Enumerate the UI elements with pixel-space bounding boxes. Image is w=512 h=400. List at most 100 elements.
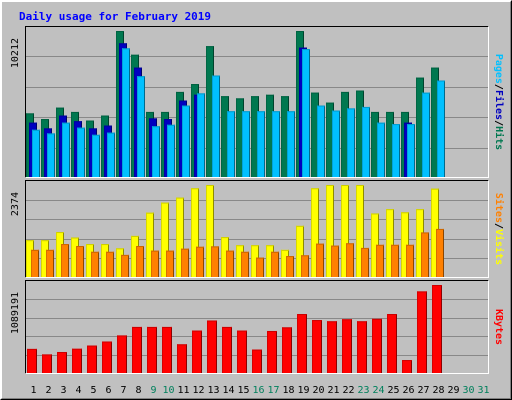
day-label-15: 15: [237, 385, 249, 396]
bar-sites-day-2: [46, 249, 54, 277]
bar-kbytes-day-6: [102, 341, 112, 373]
bar-pages-day-26: [407, 124, 415, 177]
bar-sites-day-10: [166, 250, 174, 277]
day-label-12: 12: [192, 385, 204, 396]
bar-visits-day-20: [311, 188, 319, 277]
legend-sites: Sites: [493, 193, 505, 223]
legend-pages: Pages: [493, 54, 504, 84]
bar-pages-day-4: [77, 127, 85, 177]
bar-pages-day-8: [137, 76, 145, 177]
day-label-24: 24: [372, 385, 384, 396]
bar-kbytes-day-13: [207, 320, 217, 373]
bar-sites-day-22: [346, 243, 354, 277]
day-label-1: 1: [30, 385, 36, 396]
bar-pages-day-22: [347, 108, 355, 177]
bars: [26, 31, 445, 373]
day-label-30: 30: [462, 385, 474, 396]
bar-sites-day-8: [136, 245, 144, 277]
bar-sites-day-6: [106, 251, 114, 277]
bar-kbytes-day-17: [267, 330, 277, 373]
day-label-2: 2: [45, 385, 51, 396]
bar-sites-day-23: [361, 247, 369, 277]
bar-kbytes-day-16: [252, 349, 262, 373]
bar-kbytes-day-4: [72, 348, 82, 373]
bar-pages-day-14: [227, 111, 235, 177]
bar-sites-day-15: [241, 251, 249, 277]
panel-bottom-legend: KBytes: [493, 309, 504, 345]
bar-visits-day-11: [176, 197, 184, 277]
bar-sites-day-14: [226, 250, 234, 277]
chart-title: Daily usage for February 2019: [19, 10, 211, 23]
bar-sites-day-20: [316, 243, 324, 277]
day-label-16: 16: [252, 385, 264, 396]
bar-kbytes-day-24: [372, 318, 382, 373]
day-label-23: 23: [357, 385, 369, 396]
bar-kbytes-day-10: [162, 326, 172, 373]
panel-middle-border-light: [25, 180, 489, 278]
legend-kbytes: KBytes: [493, 309, 504, 345]
bar-sites-day-19: [301, 255, 309, 277]
bar-sites-day-11: [181, 248, 189, 277]
bar-visits-day-19: [296, 225, 304, 277]
bar-sites-day-7: [121, 254, 129, 277]
bar-pages-day-27: [422, 92, 430, 177]
bar-kbytes-day-2: [42, 354, 52, 373]
panel-top-max-label: 10212: [10, 38, 21, 68]
legend-separator: /: [493, 120, 504, 126]
day-label-20: 20: [312, 385, 324, 396]
bar-kbytes-day-9: [147, 326, 157, 373]
bar-kbytes-day-26: [402, 360, 412, 373]
bar-sites-day-24: [376, 244, 384, 277]
bar-pages-day-18: [287, 111, 295, 177]
bar-visits-day-10: [161, 202, 169, 277]
day-label-8: 8: [135, 385, 141, 396]
panel-bottom-border-dark: [25, 280, 489, 374]
bar-visits-day-26: [401, 212, 409, 277]
bar-pages-day-15: [242, 111, 250, 177]
bar-sites-day-25: [391, 244, 399, 277]
bar-pages-day-17: [272, 111, 280, 177]
bar-visits-day-9: [146, 212, 154, 277]
bar-kbytes-day-7: [117, 335, 127, 373]
day-label-4: 4: [75, 385, 81, 396]
panel-bottom-max-label: 1089191: [10, 292, 21, 334]
bar-kbytes-day-5: [87, 345, 97, 373]
day-label-28: 28: [432, 385, 444, 396]
bar-sites-day-12: [196, 246, 204, 277]
bar-kbytes-day-20: [312, 320, 322, 373]
bar-sites-day-21: [331, 245, 339, 277]
panel-middle-max-label: 2374: [10, 192, 21, 216]
legend-visits: Visits: [493, 229, 505, 265]
legend-separator: /: [493, 84, 504, 90]
bar-pages-day-7: [122, 48, 130, 177]
day-label-6: 6: [105, 385, 111, 396]
bar-sites-day-9: [151, 250, 159, 277]
bar-pages-day-16: [257, 111, 265, 177]
bar-kbytes-day-11: [177, 344, 187, 373]
bar-kbytes-day-22: [342, 319, 352, 373]
bar-kbytes-day-3: [57, 351, 67, 373]
bar-visits-day-25: [386, 209, 394, 277]
bar-kbytes-day-28: [432, 285, 442, 373]
panel-middle-legend: Sites/Visits: [493, 193, 505, 265]
bar-kbytes-day-25: [387, 314, 397, 373]
day-label-27: 27: [417, 385, 429, 396]
day-label-3: 3: [60, 385, 66, 396]
bar-kbytes-day-14: [222, 326, 232, 373]
panel-top-border-light: [25, 26, 489, 178]
day-label-18: 18: [282, 385, 294, 396]
bar-pages-day-21: [332, 110, 340, 177]
bar-pages-day-12: [197, 93, 205, 177]
bar-pages-day-13: [212, 75, 220, 177]
bar-pages-day-11: [182, 105, 190, 177]
bar-visits-day-12: [191, 188, 199, 277]
bar-kbytes-day-1: [27, 348, 37, 373]
day-label-29: 29: [447, 385, 459, 396]
bar-sites-day-3: [61, 244, 69, 277]
day-label-25: 25: [387, 385, 399, 396]
bar-sites-day-1: [31, 249, 39, 277]
day-label-7: 7: [120, 385, 126, 396]
bar-sites-day-17: [271, 251, 279, 277]
